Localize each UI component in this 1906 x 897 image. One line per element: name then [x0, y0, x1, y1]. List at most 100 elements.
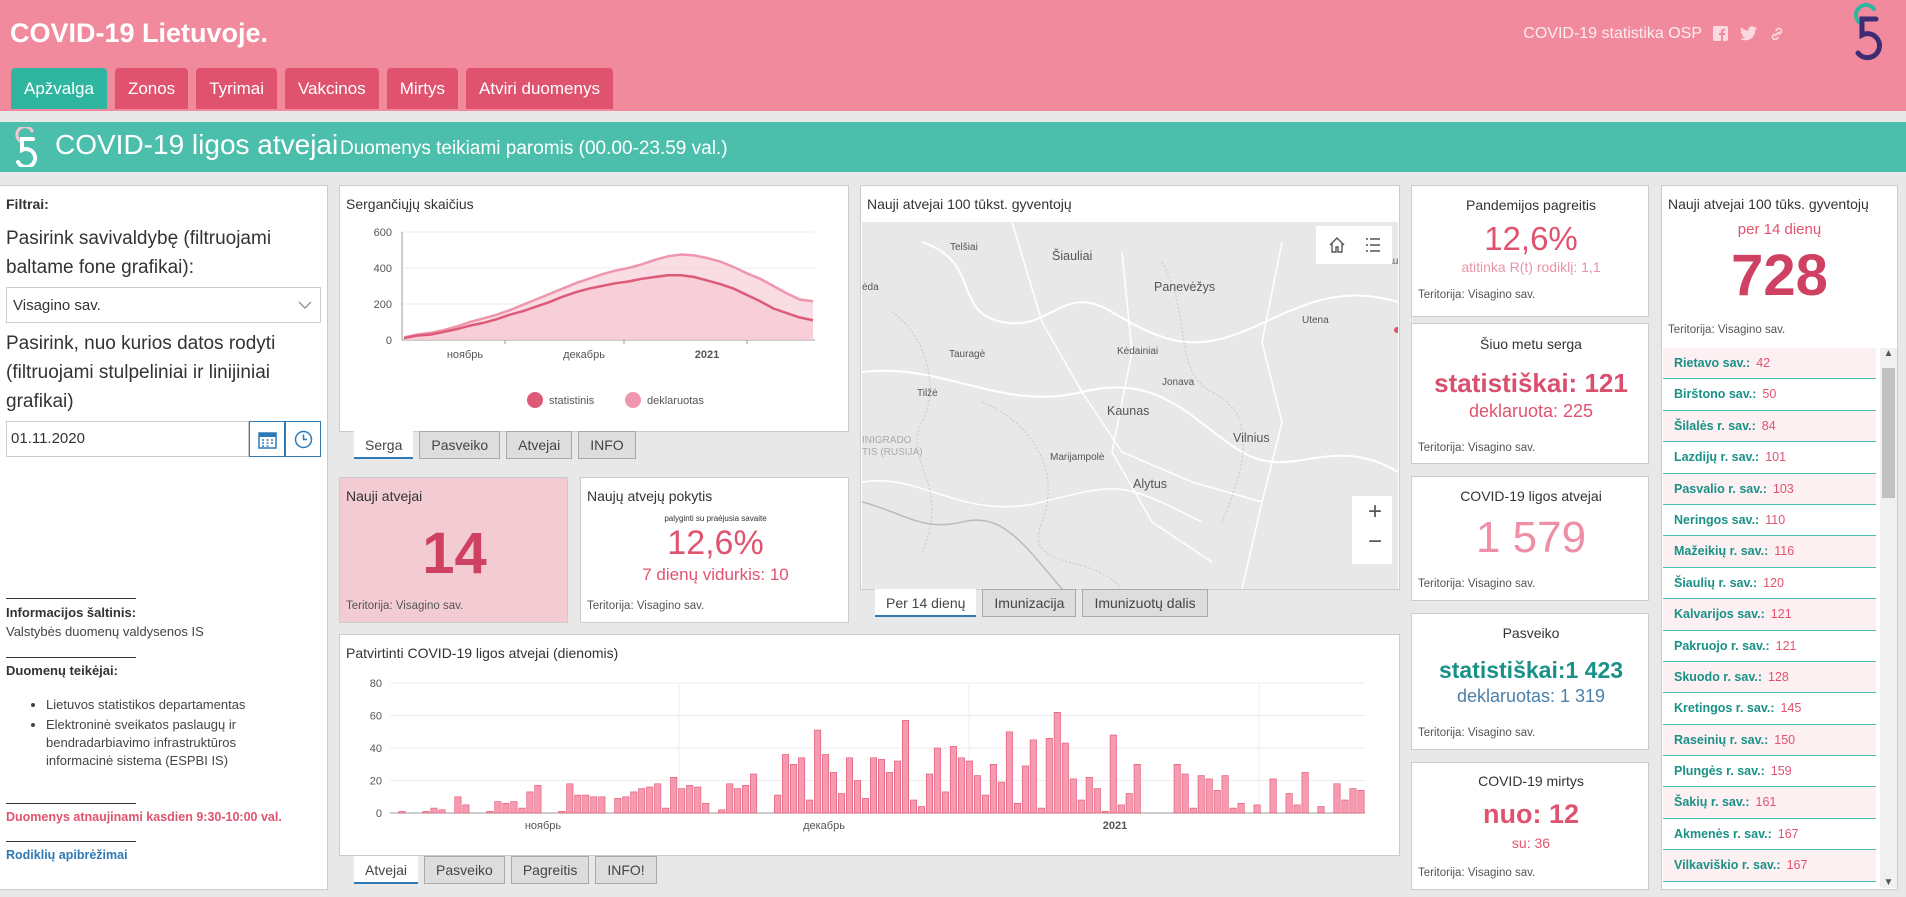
- chart-tab-0[interactable]: Per 14 dienų: [875, 589, 977, 617]
- territory-label: Teritorija: Visagino sav.: [1668, 324, 1786, 336]
- chart-tab-2[interactable]: Imunizuotų dalis: [1082, 589, 1208, 617]
- bar: [917, 806, 925, 814]
- bar: [869, 757, 877, 814]
- app-header: COVID-19 Lietuvoje. Apžvalga Zonos Tyrimai…: [0, 0, 1906, 111]
- bar: [638, 788, 646, 814]
- osp-logo-icon: [1854, 3, 1882, 61]
- sick-now-value: statistiškai: 121: [1434, 368, 1628, 398]
- list-item[interactable]: Neringos sav.: 110: [1663, 504, 1876, 537]
- link-icon[interactable]: [1768, 26, 1785, 43]
- map-panel: Nauji atvejai 100 tūkst. gyventojų Telši…: [860, 185, 1400, 590]
- y-tick-label: 0: [386, 335, 392, 347]
- new-cases-card: Nauji atvejai 14 Teritorija: Visagino sa…: [339, 477, 568, 623]
- calendar-button[interactable]: [249, 421, 285, 457]
- scrollbar-thumb[interactable]: [1882, 368, 1895, 498]
- bar: [518, 807, 526, 814]
- daily-chart-tabs: Atvejai Pasveiko Pagreitis INFO!: [354, 856, 657, 884]
- list-item[interactable]: Plungės r. sav.: 159: [1663, 756, 1876, 788]
- chart-tab-1[interactable]: Imunizacija: [982, 589, 1077, 617]
- bar: [598, 796, 606, 814]
- divider: [6, 598, 136, 599]
- list-item[interactable]: Pakruojo r. sav.: 121: [1663, 630, 1876, 662]
- chart-tab-1[interactable]: Pasveiko: [424, 856, 505, 884]
- list-item[interactable]: Šilalės r. sav.: 84: [1663, 410, 1876, 443]
- bar: [1341, 799, 1349, 814]
- twitter-icon[interactable]: [1740, 25, 1757, 43]
- clock-icon: [294, 430, 313, 449]
- bar: [1197, 775, 1205, 814]
- list-item[interactable]: Raseinių r. sav.: 150: [1663, 724, 1876, 757]
- facebook-icon[interactable]: [1712, 25, 1729, 43]
- municipality-select[interactable]: Visagino sav.: [6, 287, 321, 323]
- tab-5[interactable]: Atviri duomenys: [466, 68, 613, 109]
- map-label: Marijampolė: [1050, 452, 1105, 463]
- territory-label: Teritorija: Visagino sav.: [1418, 867, 1536, 879]
- tab-2[interactable]: Tyrimai: [196, 68, 277, 109]
- bar: [901, 720, 909, 814]
- x-tick-label: декабрь: [563, 349, 605, 361]
- list-item[interactable]: Šakių r. sav.: 161: [1663, 787, 1876, 819]
- series-area: [404, 275, 813, 340]
- ranking-list: Rietavo sav.: 42 Birštono sav.: 50 Šilalės r…: [1663, 348, 1876, 886]
- update-note: Duomenys atnaujinami kasdien 9:30-10:00 …: [6, 810, 282, 824]
- list-item: Lietuvos statistikos departamentas: [46, 696, 260, 714]
- home-icon[interactable]: [1328, 236, 1346, 254]
- tab-4[interactable]: Mirtys: [386, 68, 459, 109]
- bar: [494, 801, 502, 814]
- list-item[interactable]: Lazdijų r. sav.: 101: [1663, 442, 1876, 474]
- recovered-card: Pasveiko statistiškai:1 423 deklaruotas:…: [1411, 613, 1649, 750]
- territory-label: Teritorija: Visagino sav.: [1418, 289, 1536, 301]
- map-label: Kaunas: [1107, 404, 1150, 418]
- bar: [454, 796, 462, 814]
- scroll-up-icon[interactable]: ▲: [1883, 348, 1894, 359]
- deaths-title: COVID-19 mirtys: [1478, 773, 1584, 789]
- list-item[interactable]: Kretingos r. sav.: 145: [1663, 693, 1876, 725]
- list-item[interactable]: Rietavo sav.: 42: [1663, 348, 1876, 380]
- municipality-name: Akmenės r. sav.:: [1674, 826, 1772, 841]
- definitions-link[interactable]: Rodiklių apibrėžimai: [6, 848, 128, 862]
- tab-1[interactable]: Zonos: [114, 68, 189, 109]
- bar: [558, 811, 566, 814]
- municipality-name: Neringos sav.:: [1674, 512, 1760, 527]
- list-item[interactable]: Mažeikių r. sav.: 116: [1663, 536, 1876, 568]
- change-caption: palyginti su praėjusia savaite: [664, 514, 767, 523]
- list-item[interactable]: Kalvarijos sav.: 121: [1663, 599, 1876, 631]
- chart-tab-2[interactable]: Atvejai: [506, 431, 573, 459]
- map-label: TIS (RUSIJA): [862, 447, 923, 458]
- chart-tab-2[interactable]: Pagreitis: [510, 856, 590, 884]
- osp-link[interactable]: COVID-19 statistika OSP: [1523, 25, 1702, 42]
- time-button[interactable]: [285, 421, 321, 457]
- list-item[interactable]: Akmenės r. sav.: 167: [1663, 818, 1876, 851]
- map-canvas[interactable]: Telšiai Šiauliai Panevėžys Utena Kėdainiai Ta…: [862, 222, 1398, 589]
- tab-3[interactable]: Vakcinos: [284, 68, 379, 109]
- y-tick-label: 20: [370, 776, 382, 788]
- chart-tab-0[interactable]: Serga: [354, 431, 414, 459]
- scroll-down-icon[interactable]: ▼: [1883, 877, 1894, 888]
- list-item[interactable]: Birštono sav.: 50: [1663, 379, 1876, 411]
- bar: [438, 809, 446, 814]
- bar: [614, 798, 622, 814]
- list-item[interactable]: Pasvalio r. sav.: 103: [1663, 473, 1876, 505]
- map-label: Tauragė: [949, 349, 986, 360]
- zoom-in-button[interactable]: +: [1367, 498, 1382, 525]
- map-label: Telšiai: [950, 242, 978, 253]
- filters-heading: Filtrai:: [6, 196, 49, 212]
- map-label: Panevėžys: [1154, 280, 1216, 294]
- municipality-value: Visagino sav.: [13, 297, 101, 314]
- chart-tab-3[interactable]: INFO!: [595, 856, 657, 884]
- chart-tab-0[interactable]: Atvejai: [354, 856, 419, 884]
- bar: [837, 793, 845, 814]
- bar: [526, 791, 534, 814]
- tab-0[interactable]: Apžvalga: [11, 68, 107, 109]
- zoom-out-button[interactable]: −: [1367, 528, 1382, 555]
- list-item[interactable]: Vilkaviškio r. sav.: 167: [1663, 850, 1876, 882]
- calendar-icon: [258, 432, 277, 449]
- scrollbar[interactable]: ▲ ▼: [1880, 348, 1897, 888]
- date-input[interactable]: 01.11.2020: [6, 421, 249, 457]
- x-tick-label: ноябрь: [447, 349, 484, 361]
- chart-tab-1[interactable]: Pasveiko: [419, 431, 501, 459]
- chart-tab-3[interactable]: INFO: [578, 431, 636, 459]
- list-item[interactable]: Šiaulių r. sav.: 120: [1663, 567, 1876, 600]
- legend-list-icon[interactable]: [1364, 236, 1382, 254]
- list-item[interactable]: Skuodo r. sav.: 128: [1663, 661, 1876, 694]
